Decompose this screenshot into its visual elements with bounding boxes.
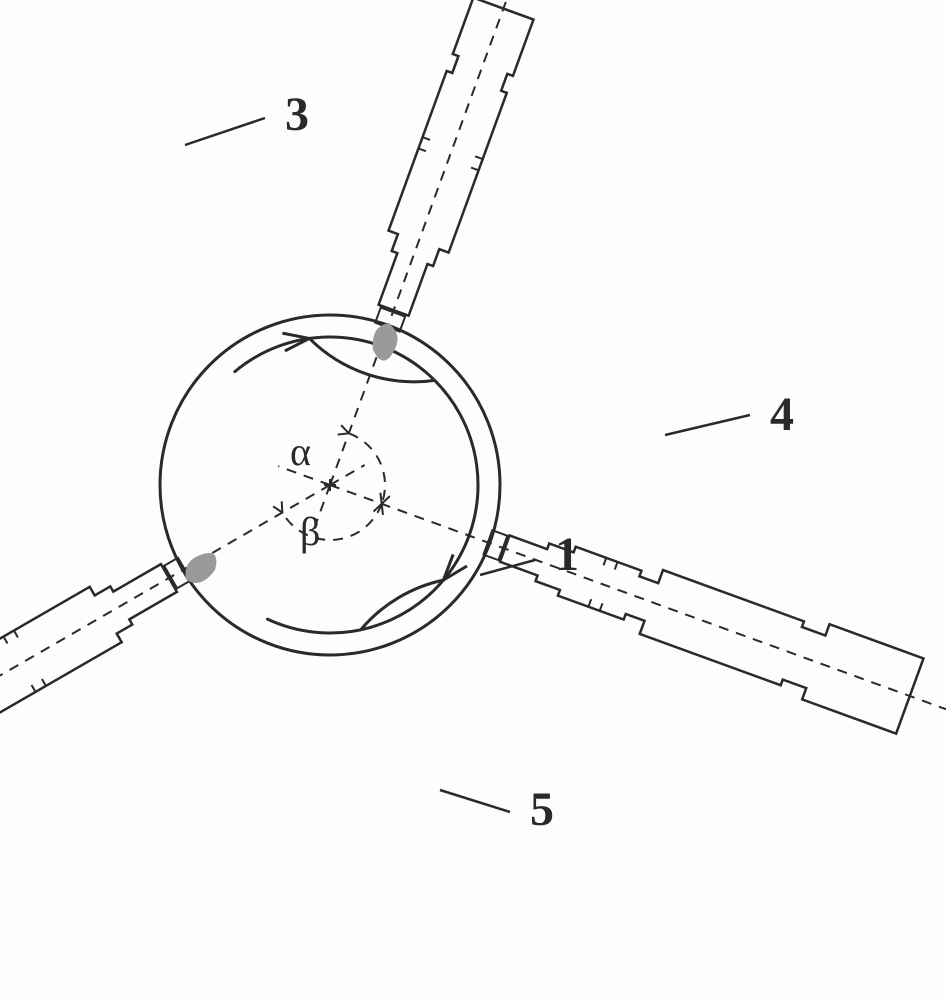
arm-notch [471,168,479,171]
rotation-arrowhead [282,333,309,338]
arm-4 [474,505,923,734]
arm-3 [346,0,533,369]
angle-arrowhead [380,493,381,504]
angle-arrowhead [273,506,282,512]
label-alpha: α [290,429,311,474]
label-beta: β [300,509,320,554]
label-five: 5 [530,783,554,836]
angle-beta-arc [282,504,381,540]
arm-notch [615,562,618,570]
arm-notch [423,137,431,140]
arm-notch [588,599,591,607]
angle-arrowhead [338,433,349,434]
angle-arrowhead [341,425,349,433]
arm-notch [600,603,603,611]
leader-four [665,415,750,435]
arm-notch [4,637,8,644]
arm-tube-outline [0,550,185,766]
rotation-arc-top [309,338,434,381]
arm-notch [14,631,18,638]
arm-notch [42,679,46,686]
label-one: 1 [555,528,579,581]
arm-notch [418,148,426,151]
label-three: 3 [285,88,309,141]
label-four: 4 [770,388,794,441]
arm-notch [603,558,606,566]
angle-arrowhead [282,501,283,512]
rotation-arc-main [235,337,478,633]
arm-notch [32,685,36,692]
axis-line [330,485,946,711]
arm-5 [0,525,229,766]
axis-line [330,465,365,485]
leader-three [185,118,265,145]
arm-notch [475,156,483,159]
flask-neck [483,530,507,560]
leader-five [440,790,510,812]
axis-line [330,0,508,485]
